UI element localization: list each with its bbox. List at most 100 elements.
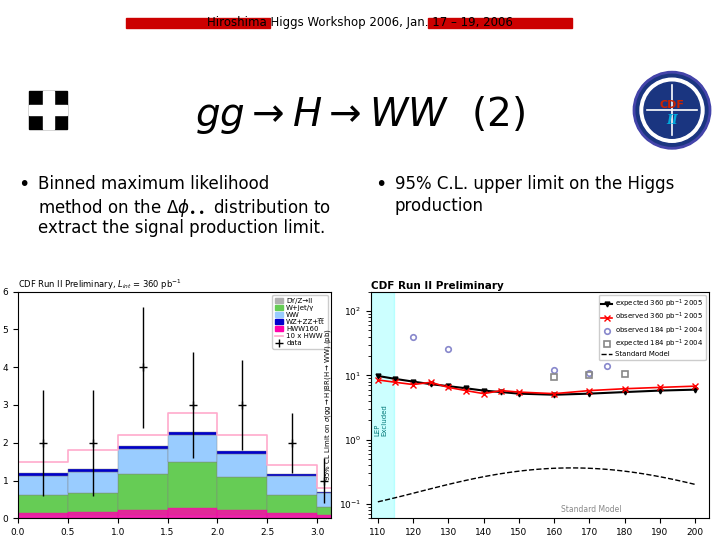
observed 360 pb$^{-1}$ 2005 <box>391 379 400 386</box>
10 x HWW <box>313 462 322 469</box>
Legend: expected 360 pb$^{-1}$ 2005, observed 360 pb$^{-1}$ 2005, observed 184 pb$^{-1}$: expected 360 pb$^{-1}$ 2005, observed 36… <box>598 295 706 360</box>
observed 360 pb$^{-1}$ 2005 <box>515 389 523 395</box>
expected 360 pb$^{-1}$ 2005 <box>444 383 453 389</box>
Bar <box>68 472 118 492</box>
10 x HWW <box>313 485 322 491</box>
Text: Standard Model: Standard Model <box>561 505 621 514</box>
expected 360 pb$^{-1}$ 2005 <box>462 385 470 392</box>
expected 360 pb$^{-1}$ 2005 <box>497 389 505 395</box>
Bar <box>168 435 217 462</box>
Bar <box>217 477 267 515</box>
Bar <box>118 446 168 449</box>
observed 360 pb$^{-1}$ 2005 <box>409 381 418 388</box>
Circle shape <box>644 82 700 138</box>
Text: production: production <box>395 198 484 215</box>
Y-axis label: 95% CL Limit on $\sigma$(gg$\rightarrow$H)BR(H$\rightarrow$WW) (pb): 95% CL Limit on $\sigma$(gg$\rightarrow$… <box>323 329 333 481</box>
Legend: DY/Z→ll, W+jet/γ, WW, WZ+ZZ+t̅t̅, HWW160, 10 x HWW, data: DY/Z→ll, W+jet/γ, WW, WZ+ZZ+t̅t̅, HWW160… <box>272 295 328 349</box>
Text: $gg \rightarrow H \rightarrow WW\ \ (2)$: $gg \rightarrow H \rightarrow WW\ \ (2)$ <box>195 94 525 136</box>
Standard Model <box>595 465 603 472</box>
Text: II: II <box>666 114 678 127</box>
Bar <box>29 91 67 129</box>
Text: extract the signal production limit.: extract the signal production limit. <box>38 219 325 238</box>
Bar <box>318 515 331 518</box>
observed 360 pb$^{-1}$ 2005 <box>426 379 435 386</box>
Bar <box>267 495 318 515</box>
expected 360 pb$^{-1}$ 2005 <box>550 392 559 398</box>
observed 360 pb$^{-1}$ 2005 <box>497 387 505 394</box>
Bar <box>428 18 572 28</box>
Line: Standard Model: Standard Model <box>378 468 695 502</box>
Circle shape <box>640 78 704 143</box>
Bar <box>318 492 331 494</box>
expected 360 pb$^{-1}$ 2005 <box>374 373 382 379</box>
Bar <box>217 515 267 518</box>
expected 360 pb$^{-1}$ 2005 <box>585 390 594 397</box>
Standard Model <box>562 465 571 471</box>
observed 184 pb$^{-1}$ 2004 <box>409 333 418 340</box>
10 x HWW <box>63 447 72 454</box>
Standard Model <box>690 481 699 488</box>
observed 360 pb$^{-1}$ 2005 <box>655 384 664 390</box>
Bar <box>318 516 331 518</box>
10 x HWW <box>14 458 22 465</box>
expected 360 pb$^{-1}$ 2005 <box>426 381 435 387</box>
Bar <box>18 515 68 518</box>
Polygon shape <box>40 102 56 119</box>
10 x HWW <box>114 432 122 438</box>
expected 360 pb$^{-1}$ 2005 <box>690 387 699 393</box>
10 x HWW <box>213 409 222 416</box>
10 x HWW <box>263 432 271 438</box>
observed 184 pb$^{-1}$ 2004 <box>603 363 611 369</box>
Bar <box>318 494 331 507</box>
observed 360 pb$^{-1}$ 2005 <box>462 387 470 394</box>
Text: CDF Run II Preliminary, $L_{int}$ = 360 pb$^{-1}$: CDF Run II Preliminary, $L_{int}$ = 360 … <box>18 277 181 292</box>
10 x HWW <box>63 458 72 465</box>
Text: •: • <box>18 176 30 194</box>
Bar <box>18 513 68 518</box>
observed 184 pb$^{-1}$ 2004 <box>585 369 594 376</box>
Circle shape <box>634 72 710 148</box>
Standard Model <box>659 474 667 481</box>
Text: Hiroshima Higgs Workshop 2006, Jan. 17 – 19, 2006: Hiroshima Higgs Workshop 2006, Jan. 17 –… <box>207 16 513 29</box>
Bar <box>118 474 168 515</box>
expected 360 pb$^{-1}$ 2005 <box>480 387 488 394</box>
observed 360 pb$^{-1}$ 2005 <box>480 390 488 397</box>
expected 360 pb$^{-1}$ 2005 <box>515 390 523 397</box>
expected 360 pb$^{-1}$ 2005 <box>391 376 400 382</box>
expected 360 pb$^{-1}$ 2005 <box>621 389 629 395</box>
Standard Model <box>514 468 523 475</box>
10 x HWW <box>327 485 336 491</box>
Text: Binned maximum likelihood: Binned maximum likelihood <box>38 176 269 193</box>
observed 360 pb$^{-1}$ 2005 <box>621 386 629 392</box>
Bar <box>318 507 331 516</box>
expected 360 pb$^{-1}$ 2005 <box>409 379 418 385</box>
Text: •: • <box>375 176 387 194</box>
Bar <box>68 469 118 472</box>
Bar <box>118 515 168 518</box>
Bar <box>168 462 217 515</box>
Text: LEP
Excluded: LEP Excluded <box>374 404 387 436</box>
Bar <box>18 472 68 476</box>
Bar <box>118 510 168 518</box>
Standard Model <box>374 498 382 505</box>
Text: method on the $\Delta\phi_{\bullet\bullet}$ distribution to: method on the $\Delta\phi_{\bullet\bulle… <box>38 198 331 219</box>
Bar <box>29 105 67 115</box>
Line: observed 360 pb$^{-1}$ 2005: observed 360 pb$^{-1}$ 2005 <box>374 376 698 397</box>
observed 360 pb$^{-1}$ 2005 <box>374 377 382 383</box>
Line: 10 x HWW: 10 x HWW <box>18 413 331 488</box>
Bar <box>267 515 318 518</box>
10 x HWW <box>163 409 172 416</box>
Bar <box>168 515 217 518</box>
Bar <box>126 18 270 28</box>
Standard Model <box>570 465 579 471</box>
Bar <box>267 513 318 518</box>
Bar <box>18 476 68 495</box>
observed 360 pb$^{-1}$ 2005 <box>585 387 594 394</box>
10 x HWW <box>114 447 122 454</box>
observed 360 pb$^{-1}$ 2005 <box>444 384 453 390</box>
Bar <box>18 495 68 515</box>
Bar <box>68 511 118 518</box>
expected 184 pb$^{-1}$ 2004 <box>550 374 559 380</box>
expected 360 pb$^{-1}$ 2005 <box>655 387 664 394</box>
Bar <box>168 432 217 435</box>
